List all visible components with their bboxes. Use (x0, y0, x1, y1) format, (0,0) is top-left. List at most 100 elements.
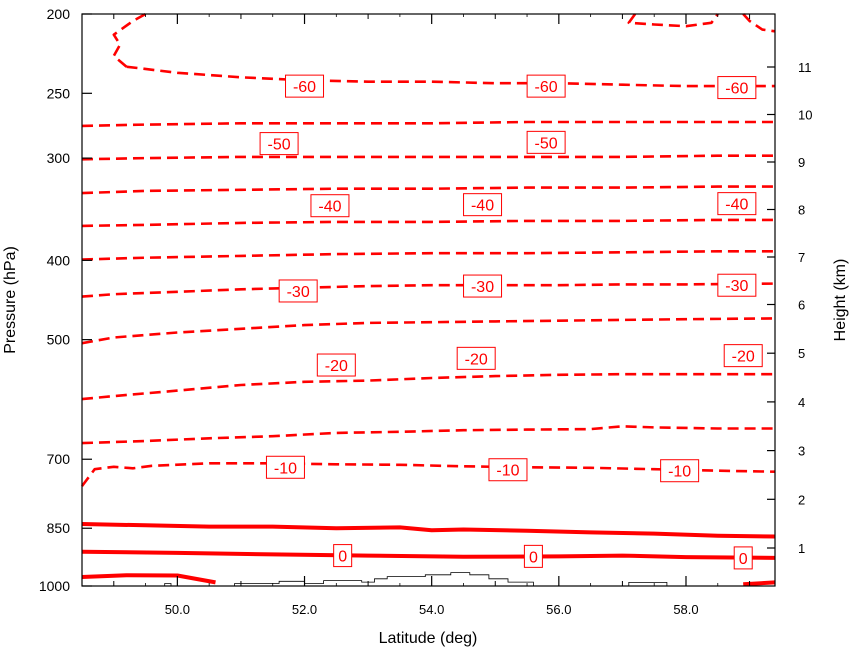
contour-label-text: -30 (287, 284, 310, 301)
contour-label-text: -50 (535, 135, 558, 152)
contour-line-m10 (81, 425, 775, 445)
contour-label: -30 (278, 279, 318, 303)
contour-label-text: -10 (274, 460, 297, 477)
x-tick-label: 52.0 (292, 602, 317, 617)
contour-line-top-m70 (112, 12, 147, 68)
contour-label: -10 (265, 455, 305, 479)
y-axis-label-left: Pressure (hPa) (2, 246, 19, 354)
contour-line-m40 (81, 218, 775, 228)
terrain-layer (164, 572, 668, 586)
y-tick-label-right: 10 (798, 108, 812, 123)
contour-label: -60 (285, 74, 325, 98)
contour-label-text: -60 (535, 79, 558, 96)
contour-label: -50 (526, 130, 566, 154)
contour-line-0 (81, 573, 216, 585)
contour-line-m10 (80, 462, 776, 487)
y-tick-label-left: 400 (47, 252, 71, 268)
contour-label: -10 (660, 459, 700, 483)
contour-label-box (310, 194, 350, 218)
contour-line-m60 (126, 65, 775, 88)
contour-label-box (316, 353, 356, 377)
y-tick-label-right: 2 (798, 492, 805, 507)
contour-label-box (526, 130, 566, 154)
contour-line-m40 (81, 185, 775, 195)
contour-label: 0 (523, 544, 543, 568)
y-axis-label-right: Height (km) (832, 259, 849, 342)
y-tick-label-right: 11 (798, 60, 812, 75)
y-tick-label-right: 8 (798, 203, 805, 218)
contour-label-text: -10 (496, 463, 519, 480)
contour-label-box (523, 544, 543, 568)
contour-line-0 (81, 522, 776, 539)
y-tick-label-left: 250 (47, 85, 71, 101)
terrain-outline (164, 583, 172, 586)
contour-label-text: -50 (268, 137, 291, 154)
y-tick-label-right: 4 (798, 395, 805, 410)
contour-label: -30 (717, 273, 757, 297)
contour-label-text: 0 (338, 549, 347, 566)
contour-label-text: -40 (471, 198, 494, 215)
y-tick-label-right: 7 (798, 250, 805, 265)
contour-label-box (526, 74, 566, 98)
contour-label-box (717, 76, 757, 100)
y-tick-label-left: 700 (47, 451, 71, 467)
contour-label-box (333, 544, 353, 568)
contour-label-text: -20 (732, 349, 755, 366)
y-tick-label-right: 1 (798, 541, 805, 556)
contour-label-box (259, 132, 299, 156)
contour-label-text: -40 (318, 199, 341, 216)
contour-label-text: -40 (725, 197, 748, 214)
contour-label-box (463, 193, 503, 217)
contour-label: -40 (463, 193, 503, 217)
contour-label-box (717, 273, 757, 297)
contour-label-box (717, 192, 757, 216)
contour-label-box (733, 546, 753, 570)
contour-label-text: 0 (529, 549, 538, 566)
contour-label-text: -60 (725, 81, 748, 98)
contour-line-m20 (81, 372, 775, 401)
contour-label: -60 (717, 76, 757, 100)
contour-label: -20 (723, 344, 763, 368)
contour-line-0 (743, 580, 776, 587)
terrain-outline (628, 582, 668, 586)
contour-label-text: 0 (739, 551, 748, 568)
contour-label: -60 (526, 74, 566, 98)
x-tick-label: 58.0 (673, 602, 698, 617)
contour-label-text: -10 (668, 464, 691, 481)
contour-line-m50 (81, 120, 775, 128)
contour-label: -40 (717, 192, 757, 216)
contour-label-box (265, 455, 305, 479)
x-tick-label: 56.0 (546, 602, 571, 617)
contour-line-m50 (81, 154, 775, 161)
x-tick-label: 50.0 (165, 602, 190, 617)
y-tick-label-right: 6 (798, 298, 805, 313)
contour-label-box (723, 344, 763, 368)
contour-line-0 (81, 549, 776, 560)
contour-label: -40 (310, 194, 350, 218)
contour-label-text: -30 (471, 279, 494, 296)
y-tick-label-left: 1000 (39, 578, 70, 594)
contour-label: -30 (463, 274, 503, 298)
y-tick-label-left: 300 (47, 150, 71, 166)
contour-line-m20 (81, 317, 776, 345)
y-tick-label-right: 3 (798, 444, 805, 459)
contour-label-box (660, 459, 700, 483)
y-tick-label-left: 500 (47, 332, 71, 348)
axes-layer: 200 250 300 400 500 700 850 1000 1 2 3 4 5 6 7 8 9 10 11 50… (39, 6, 813, 617)
contour-label-text: -30 (725, 278, 748, 295)
y-tick-label-right: 9 (798, 155, 805, 170)
contour-label-layer: -60 -60 -60 -50 -50 -40 -40 -40 -30 -30 -30 -20 -20 -… (259, 74, 763, 570)
contour-label: 0 (333, 544, 353, 568)
y-tick-label-left: 850 (47, 520, 71, 536)
x-axis-label: Latitude (deg) (379, 630, 478, 647)
contour-label: -10 (488, 458, 528, 482)
contour-label: -20 (456, 346, 496, 370)
contour-label: -20 (316, 353, 356, 377)
contour-label-box (463, 274, 503, 298)
x-tick-label: 54.0 (419, 602, 444, 617)
y-tick-label-left: 200 (47, 6, 71, 22)
contour-label-box (285, 74, 325, 98)
terrain-outline (234, 572, 534, 586)
